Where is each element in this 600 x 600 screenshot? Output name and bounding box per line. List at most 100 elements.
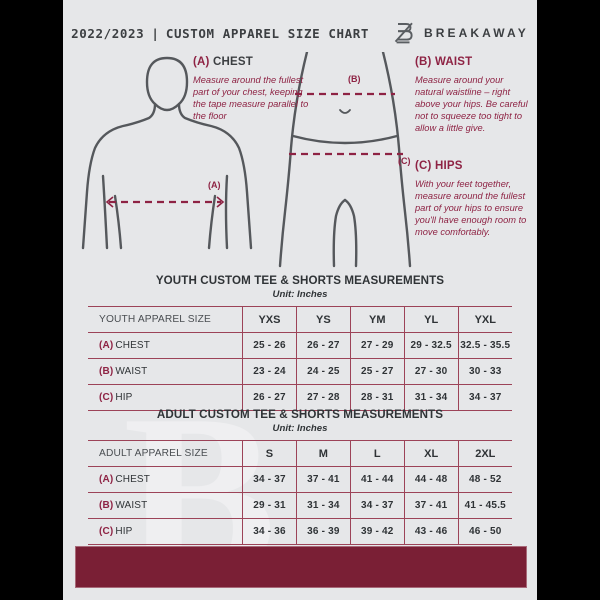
adult-size-xl: XL xyxy=(404,440,459,467)
page-header: 2022/2023 | CUSTOM APPAREL SIZE CHART BR… xyxy=(63,18,537,48)
hips-line-label: (C) xyxy=(398,156,411,166)
callout-chest-heading: (A) CHEST xyxy=(193,56,313,68)
youth-chest-tag: (A) xyxy=(99,340,114,351)
adult-hip-s: 34 - 36 xyxy=(242,518,297,545)
youth-chest-name: CHEST xyxy=(115,340,150,351)
measurement-diagram: (A) (B) (C) (A) CHEST Measure around the… xyxy=(63,52,537,270)
breakaway-b-monogram-icon xyxy=(393,20,415,46)
adult-chest-name: CHEST xyxy=(115,474,150,485)
footer-bar xyxy=(75,546,527,588)
adult-table-unit: Unit: Inches xyxy=(272,423,328,434)
brand-name: BREAKAWAY xyxy=(424,26,529,40)
adult-chest-m: 37 - 41 xyxy=(296,466,351,493)
adult-table-title: ADULT CUSTOM TEE & SHORTS MEASUREMENTS xyxy=(156,408,444,421)
table-row: (B) WAIST 29 - 31 31 - 34 34 - 37 37 - 41… xyxy=(88,492,512,519)
youth-chest-yl: 29 - 32.5 xyxy=(404,332,459,359)
chest-measure-line xyxy=(105,196,225,208)
adult-waist-l: 34 - 37 xyxy=(350,492,405,519)
adult-size-m: M xyxy=(296,440,351,467)
waist-line-label: (B) xyxy=(348,74,361,84)
adult-chest-2xl: 48 - 52 xyxy=(458,466,512,493)
table-row: (A) CHEST 25 - 26 26 - 27 27 - 29 29 - 32… xyxy=(88,332,512,359)
youth-waist-ys: 24 - 25 xyxy=(296,358,351,385)
callout-chest: (A) CHEST Measure around the fullest par… xyxy=(193,56,313,122)
callout-waist-heading: (B) WAIST xyxy=(415,56,533,68)
youth-hip-yxs: 26 - 27 xyxy=(242,384,297,411)
callout-waist-name: WAIST xyxy=(434,56,473,68)
table-header-row: ADULT APPAREL SIZE S M L XL 2XL xyxy=(88,440,512,467)
youth-hip-ys: 27 - 28 xyxy=(296,384,351,411)
youth-chest-yxl: 32.5 - 35.5 xyxy=(458,332,512,359)
callout-chest-tag: (A) xyxy=(193,56,210,68)
adult-row-label-hip: (C) HIP xyxy=(88,518,244,545)
youth-waist-tag: (B) xyxy=(99,366,114,377)
adult-row-label-chest: (A) CHEST xyxy=(88,466,244,493)
adult-waist-tag: (B) xyxy=(99,500,114,511)
adult-chest-s: 34 - 37 xyxy=(242,466,297,493)
youth-hip-tag: (C) xyxy=(99,392,114,403)
youth-waist-yxl: 30 - 33 xyxy=(458,358,512,385)
adult-chest-tag: (A) xyxy=(99,474,114,485)
body-figures-illustration xyxy=(81,52,412,268)
brand-logo: BREAKAWAY xyxy=(393,20,529,46)
callout-hips-heading: (C) HIPS xyxy=(415,160,533,172)
youth-row-label-hip: (C) HIP xyxy=(88,384,244,411)
youth-chest-ys: 26 - 27 xyxy=(296,332,351,359)
youth-size-table: YOUTH APPAREL SIZE YXS YS YM YL YXL (A) C… xyxy=(88,306,512,411)
youth-row-label-waist: (B) WAIST xyxy=(88,358,244,385)
season-label: 2022/2023 xyxy=(71,25,145,41)
adult-waist-xl: 37 - 41 xyxy=(404,492,459,519)
adult-chest-xl: 44 - 48 xyxy=(404,466,459,493)
youth-hip-yl: 31 - 34 xyxy=(404,384,459,411)
youth-table-title: YOUTH CUSTOM TEE & SHORTS MEASUREMENTS xyxy=(155,274,445,287)
youth-size-yxs: YXS xyxy=(242,306,297,333)
adult-size-l: L xyxy=(350,440,405,467)
youth-size-ys: YS xyxy=(296,306,351,333)
table-row: (C) HIP 34 - 36 36 - 39 39 - 42 43 - 46 4… xyxy=(88,518,512,545)
youth-waist-ym: 25 - 27 xyxy=(350,358,405,385)
adult-hip-tag: (C) xyxy=(99,526,114,537)
callout-chest-name: CHEST xyxy=(212,56,253,68)
youth-waist-yxs: 23 - 24 xyxy=(242,358,297,385)
youth-hip-name: HIP xyxy=(115,392,133,403)
adult-size-s: S xyxy=(242,440,297,467)
youth-hip-yxl: 34 - 37 xyxy=(458,384,512,411)
page-title: CUSTOM APPAREL SIZE CHART xyxy=(165,25,369,41)
youth-waist-yl: 27 - 30 xyxy=(404,358,459,385)
youth-size-yxl: YXL xyxy=(458,306,512,333)
callout-waist-body: Measure around your natural waistline – … xyxy=(415,75,528,134)
callout-chest-body: Measure around the fullest part of your … xyxy=(193,75,309,122)
adult-waist-2xl: 41 - 45.5 xyxy=(458,492,512,519)
callout-hips-name: HIPS xyxy=(434,160,463,172)
header-separator: | xyxy=(151,25,159,41)
adult-header-label: ADULT APPAREL SIZE xyxy=(88,440,244,467)
adult-hip-name: HIP xyxy=(115,526,133,537)
adult-hip-2xl: 46 - 50 xyxy=(458,518,512,545)
callout-waist: (B) WAIST Measure around your natural wa… xyxy=(415,56,533,134)
adult-size-table: ADULT APPAREL SIZE S M L XL 2XL (A) CHEST… xyxy=(88,440,512,545)
adult-waist-name: WAIST xyxy=(115,500,148,511)
youth-size-yl: YL xyxy=(404,306,459,333)
chest-line-label: (A) xyxy=(208,180,221,190)
youth-row-label-chest: (A) CHEST xyxy=(88,332,244,359)
adult-section: ADULT CUSTOM TEE & SHORTS MEASUREMENTS U… xyxy=(88,408,512,545)
youth-section: YOUTH CUSTOM TEE & SHORTS MEASUREMENTS U… xyxy=(88,274,512,411)
size-chart-page: B 2022/2023 | CUSTOM APPAREL SIZE CHART … xyxy=(63,0,537,600)
youth-hip-ym: 28 - 31 xyxy=(350,384,405,411)
adult-chest-l: 41 - 44 xyxy=(350,466,405,493)
youth-size-ym: YM xyxy=(350,306,405,333)
adult-hip-l: 39 - 42 xyxy=(350,518,405,545)
callout-hips-body: With your feet together, measure around … xyxy=(415,179,527,238)
adult-waist-m: 31 - 34 xyxy=(296,492,351,519)
adult-row-label-waist: (B) WAIST xyxy=(88,492,244,519)
adult-hip-xl: 43 - 46 xyxy=(404,518,459,545)
table-row: (C) HIP 26 - 27 27 - 28 28 - 31 31 - 34 3… xyxy=(88,384,512,411)
callout-hips: (C) HIPS With your feet together, measur… xyxy=(415,160,533,238)
youth-waist-name: WAIST xyxy=(115,366,148,377)
youth-chest-ym: 27 - 29 xyxy=(350,332,405,359)
youth-table-unit: Unit: Inches xyxy=(272,289,328,300)
adult-waist-s: 29 - 31 xyxy=(242,492,297,519)
callout-hips-tag: (C) xyxy=(415,160,432,172)
table-row: (B) WAIST 23 - 24 24 - 25 25 - 27 27 - 30… xyxy=(88,358,512,385)
adult-size-2xl: 2XL xyxy=(458,440,512,467)
